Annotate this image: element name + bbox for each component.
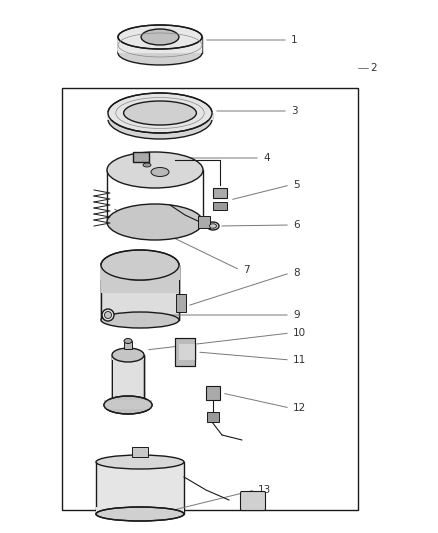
Bar [112,352,144,360]
Bar [176,294,186,312]
Text: 10: 10 [293,328,306,338]
FancyBboxPatch shape [175,338,195,366]
Text: 2: 2 [370,63,377,73]
Text: 4: 4 [263,153,270,163]
Text: 5: 5 [293,180,300,190]
Ellipse shape [107,204,203,240]
Ellipse shape [104,396,152,414]
FancyBboxPatch shape [213,188,227,198]
Text: 1: 1 [291,35,298,45]
Bar [132,447,148,457]
Ellipse shape [101,250,179,280]
Circle shape [102,309,114,321]
Ellipse shape [112,348,144,362]
Ellipse shape [151,167,169,176]
Text: 13: 13 [258,485,271,495]
Bar [206,386,220,400]
Ellipse shape [209,224,216,228]
Text: 3: 3 [291,106,298,116]
Bar [96,507,184,516]
Ellipse shape [101,312,179,328]
Bar [104,400,152,409]
Ellipse shape [96,455,184,469]
Bar [101,265,179,320]
Bar [124,341,132,349]
Bar [179,344,197,360]
FancyBboxPatch shape [240,491,265,511]
Ellipse shape [96,507,184,521]
Ellipse shape [124,101,196,125]
Text: 6: 6 [293,220,300,230]
Ellipse shape [143,163,151,167]
Ellipse shape [108,93,212,133]
Ellipse shape [207,222,219,230]
Text: 12: 12 [293,403,306,413]
Bar [207,412,219,422]
Bar [112,355,144,405]
Bar [113,357,143,403]
Text: 7: 7 [243,265,250,275]
Ellipse shape [118,25,202,49]
Bar [101,265,179,293]
Bar [62,88,358,510]
Ellipse shape [108,99,212,139]
Bar [96,462,184,514]
Ellipse shape [124,338,132,343]
Ellipse shape [118,41,202,65]
Ellipse shape [107,152,203,188]
FancyBboxPatch shape [133,152,149,162]
Text: 9: 9 [293,310,300,320]
FancyBboxPatch shape [198,216,210,228]
FancyBboxPatch shape [213,202,227,210]
Text: 8: 8 [293,268,300,278]
Bar [107,112,213,120]
Ellipse shape [141,29,179,45]
Bar [100,265,180,280]
Circle shape [105,311,112,319]
Text: 11: 11 [293,355,306,365]
Bar [118,37,202,53]
